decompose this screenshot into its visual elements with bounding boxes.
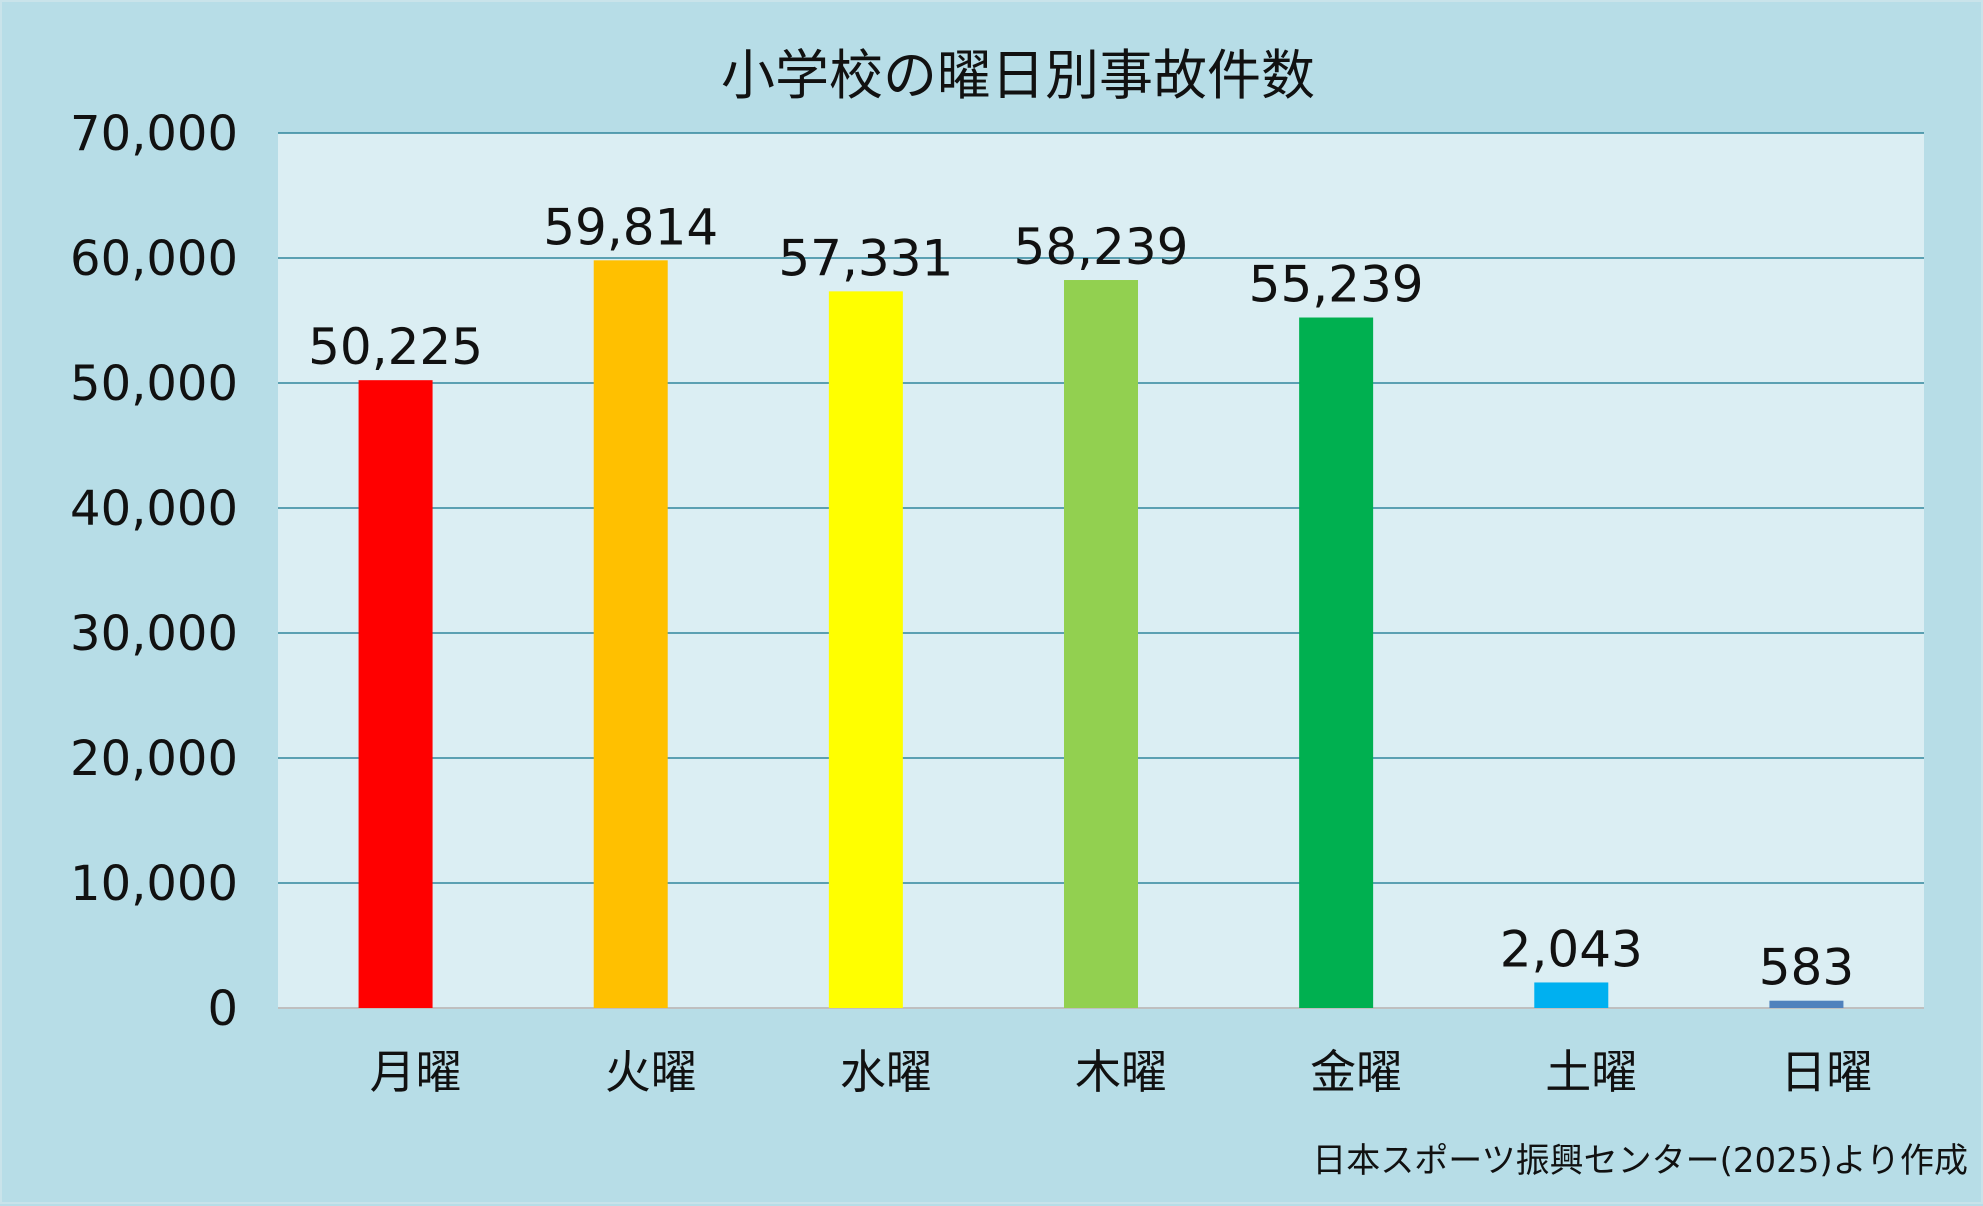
category-label: 水曜 <box>840 1045 932 1099</box>
data-labels: 50,225 59,814 57,331 58,239 55,239 2,043 583 <box>308 198 1854 996</box>
category-label: 月曜 <box>370 1045 462 1099</box>
y-axis-tick-labels: 0 10,000 20,000 30,000 40,000 50,000 60,000 70,… <box>70 106 238 1037</box>
y-tick-label: 60,000 <box>70 231 238 287</box>
bar <box>358 380 433 1008</box>
category-label: 火曜 <box>605 1045 697 1099</box>
y-tick-label: 0 <box>207 981 238 1037</box>
data-label: 57,331 <box>778 229 953 287</box>
bar <box>1534 982 1609 1008</box>
data-label: 58,239 <box>1014 218 1189 276</box>
bar <box>1299 317 1374 1008</box>
chart-title: 小学校の曜日別事故件数 <box>721 44 1315 107</box>
category-label: 土曜 <box>1545 1045 1637 1099</box>
y-tick-label: 20,000 <box>70 731 238 787</box>
data-label: 2,043 <box>1500 920 1643 978</box>
data-label: 583 <box>1759 939 1854 997</box>
y-tick-label: 30,000 <box>70 606 238 662</box>
category-label: 日曜 <box>1780 1045 1872 1099</box>
data-label: 50,225 <box>308 318 483 376</box>
y-tick-label: 40,000 <box>70 481 238 537</box>
bar <box>593 260 668 1008</box>
bar <box>1769 1000 1844 1008</box>
category-label: 木曜 <box>1075 1045 1167 1099</box>
bar <box>1064 280 1138 1008</box>
y-tick-label: 70,000 <box>70 106 238 162</box>
y-tick-label: 10,000 <box>70 856 238 912</box>
bars <box>358 260 1844 1008</box>
bar <box>828 291 903 1008</box>
y-tick-label: 50,000 <box>70 356 238 412</box>
x-axis-category-labels: 月曜 火曜 水曜 木曜 金曜 土曜 日曜 <box>370 1045 1873 1099</box>
data-label: 59,814 <box>543 198 718 256</box>
source-note: 日本スポーツ振興センター(2025)より作成 <box>1312 1141 1968 1181</box>
category-label: 金曜 <box>1310 1045 1402 1099</box>
data-label: 55,239 <box>1249 256 1424 314</box>
